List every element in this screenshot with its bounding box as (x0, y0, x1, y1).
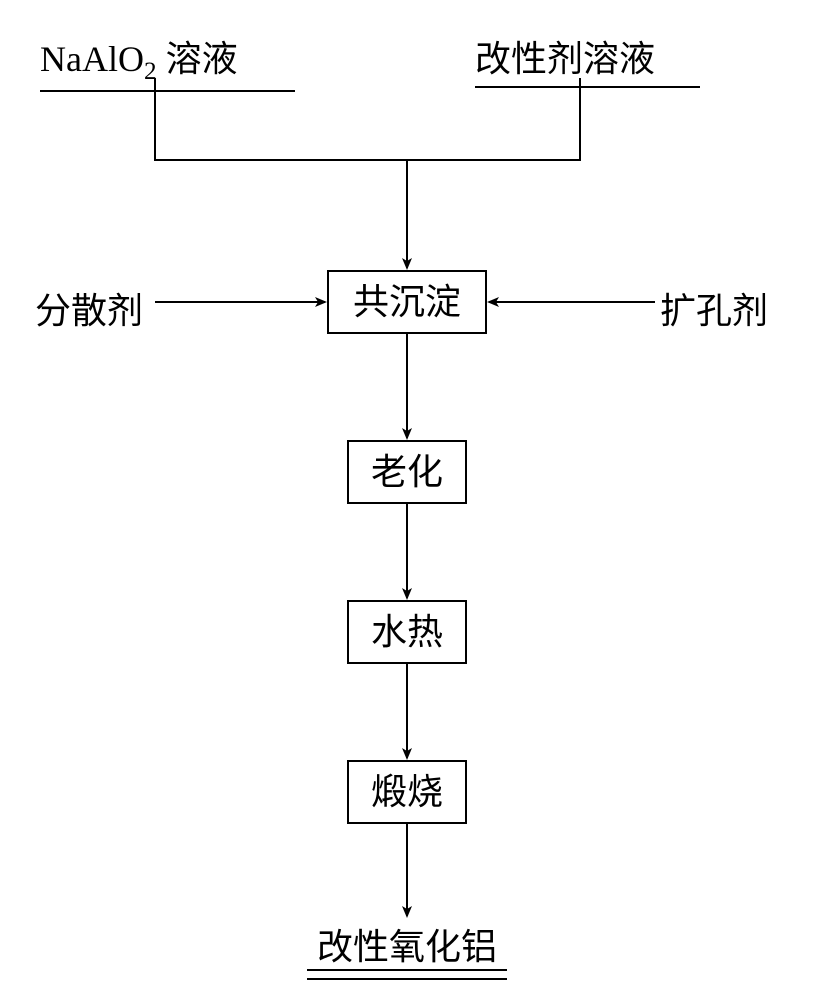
input-modifier-solution: 改性剂溶液 (475, 30, 700, 88)
input-naalo2-label: NaAlO2 溶液 (40, 39, 238, 79)
input-modifier-label: 改性剂溶液 (475, 39, 655, 79)
output-label: 改性氧化铝 (317, 927, 497, 967)
output-modified-alumina: 改性氧化铝 (307, 918, 507, 980)
input-pore-expander: 扩孔剂 (660, 282, 768, 334)
step-coprecipitation: 共沉淀 (327, 270, 487, 334)
input-dispersant: 分散剂 (35, 282, 143, 334)
step-hydrothermal-label: 水热 (371, 612, 443, 652)
step-coprecipitation-label: 共沉淀 (353, 282, 461, 322)
step-aging-label: 老化 (371, 452, 443, 492)
step-aging: 老化 (347, 440, 467, 504)
step-calcination-label: 煅烧 (371, 772, 443, 812)
input-pore-expander-label: 扩孔剂 (660, 291, 768, 331)
line-right-input (407, 78, 580, 160)
step-calcination: 煅烧 (347, 760, 467, 824)
step-hydrothermal: 水热 (347, 600, 467, 664)
input-dispersant-label: 分散剂 (35, 291, 143, 331)
input-naalo2: NaAlO2 溶液 (40, 30, 295, 92)
